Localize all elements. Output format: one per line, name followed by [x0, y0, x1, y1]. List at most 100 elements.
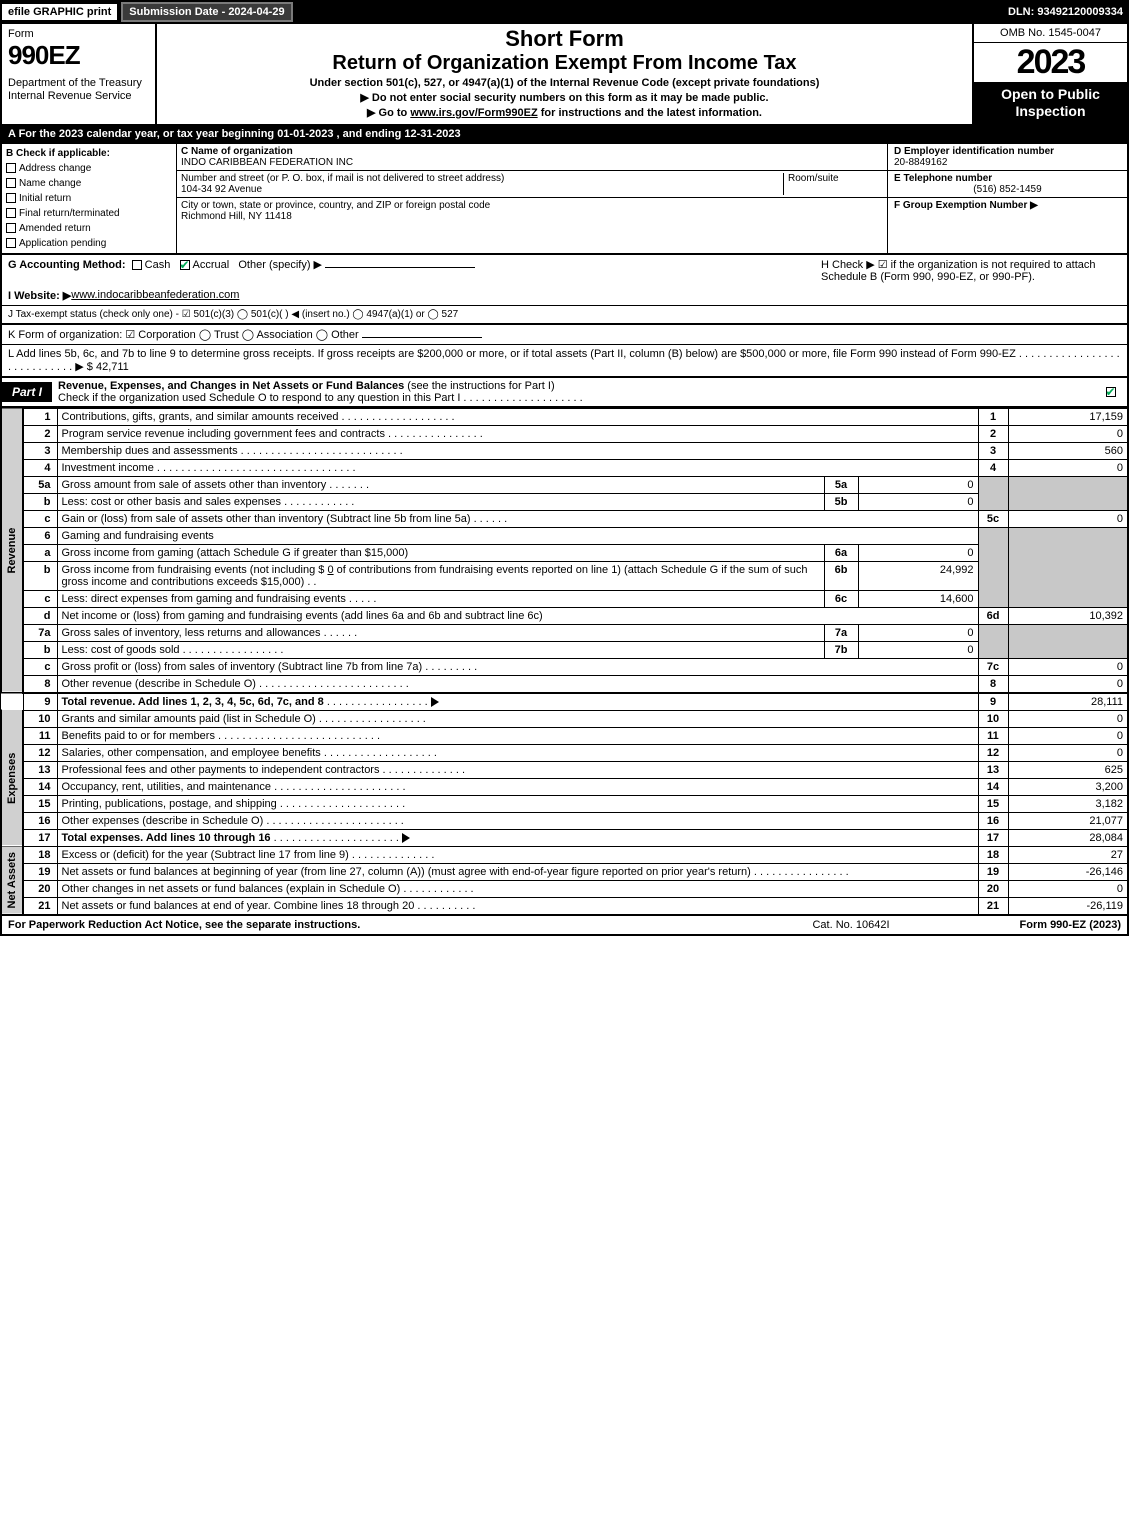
line-5b-subnum: 5b [824, 493, 858, 510]
city-label: City or town, state or province, country… [181, 200, 490, 211]
line-15-desc: Printing, publications, postage, and shi… [57, 795, 978, 812]
note-website-pre: ▶ Go to [367, 107, 410, 119]
line-num: 1 [23, 408, 57, 425]
line-15-val: 3,182 [1008, 795, 1128, 812]
form-label: Form [8, 28, 149, 40]
part1-title: Revenue, Expenses, and Changes in Net As… [52, 378, 1097, 406]
line-16-val: 21,077 [1008, 812, 1128, 829]
sidelabel-blank [1, 693, 23, 711]
row-a-tax-year: A For the 2023 calendar year, or tax yea… [0, 126, 1129, 144]
row-gh: G Accounting Method: Cash Accrual Other … [2, 255, 1127, 286]
form-number: 990EZ [8, 40, 149, 71]
line-7a-subnum: 7a [824, 624, 858, 641]
line-8-num: 8 [978, 675, 1008, 693]
line-5a-subnum: 5a [824, 476, 858, 493]
line-10-desc: Grants and similar amounts paid (list in… [57, 710, 978, 727]
part1-checkbox[interactable] [1097, 386, 1127, 398]
cb-cash[interactable] [132, 260, 142, 270]
line-18-desc: Excess or (deficit) for the year (Subtra… [57, 846, 978, 863]
header-left: Form 990EZ Department of the Treasury In… [2, 24, 157, 124]
sidelabel-revenue: Revenue [1, 408, 23, 693]
d-ein-row: D Employer identification number 20-8849… [888, 144, 1127, 171]
arrow-icon [431, 697, 439, 707]
line-2-num: 2 [978, 425, 1008, 442]
line-21-val: -26,119 [1008, 897, 1128, 915]
footer-formref: Form 990-EZ (2023) [951, 919, 1121, 931]
line-1-val: 17,159 [1008, 408, 1128, 425]
cb-final-return[interactable]: Final return/terminated [6, 206, 172, 221]
department-label: Department of the Treasury Internal Reve… [8, 77, 149, 103]
page-footer: For Paperwork Reduction Act Notice, see … [0, 916, 1129, 936]
website-link[interactable]: www.indocaribbeanfederation.com [71, 289, 239, 302]
sidelabel-netassets: Net Assets [1, 846, 23, 915]
cb-initial-return[interactable]: Initial return [6, 191, 172, 206]
line-19-desc: Net assets or fund balances at beginning… [57, 863, 978, 880]
line-9-desc: Total revenue. Add lines 1, 2, 3, 4, 5c,… [57, 693, 978, 711]
line-5a-desc: Gross amount from sale of assets other t… [57, 476, 824, 493]
cb-application-pending[interactable]: Application pending [6, 236, 172, 251]
line-6c-subnum: 6c [824, 590, 858, 607]
footer-left: For Paperwork Reduction Act Notice, see … [8, 919, 751, 931]
shade-5 [978, 476, 1008, 510]
title-short-form: Short Form [163, 26, 966, 52]
cb-name-change[interactable]: Name change [6, 176, 172, 191]
line-8-desc: Other revenue (describe in Schedule O) .… [57, 675, 978, 693]
line-9-val: 28,111 [1008, 693, 1128, 711]
line-13-num: 13 [978, 761, 1008, 778]
line-14-desc: Occupancy, rent, utilities, and maintena… [57, 778, 978, 795]
line-6c-subval: 14,600 [858, 590, 978, 607]
cb-accrual[interactable] [180, 260, 190, 270]
org-address: 104-34 92 Avenue [181, 184, 262, 195]
addr-label: Number and street (or P. O. box, if mail… [181, 173, 504, 184]
header-right: OMB No. 1545-0047 2023 Open to Public In… [972, 24, 1127, 124]
gross-receipts-val: 42,711 [96, 361, 129, 373]
line-5b-subval: 0 [858, 493, 978, 510]
c-label: C Name of organization [181, 146, 293, 157]
line-4-desc: Investment income . . . . . . . . . . . … [57, 459, 978, 476]
section-kl: K Form of organization: ☑ Corporation ◯ … [0, 325, 1129, 378]
line-6b-subnum: 6b [824, 561, 858, 590]
line-18-num: 18 [978, 846, 1008, 863]
line-7b-subnum: 7b [824, 641, 858, 658]
line-5a-subval: 0 [858, 476, 978, 493]
line-12-val: 0 [1008, 744, 1128, 761]
line-6-desc: Gaming and fundraising events [57, 527, 978, 544]
line-13-val: 625 [1008, 761, 1128, 778]
line-11-desc: Benefits paid to or for members . . . . … [57, 727, 978, 744]
line-1-desc: Contributions, gifts, grants, and simila… [57, 408, 978, 425]
line-17-desc: Total expenses. Add lines 10 through 16 … [57, 829, 978, 846]
row-l-gross-receipts: L Add lines 5b, 6c, and 7b to line 9 to … [2, 345, 1127, 376]
line-8-val: 0 [1008, 675, 1128, 693]
subtitle: Under section 501(c), 527, or 4947(a)(1)… [163, 77, 966, 89]
submission-date-button[interactable]: Submission Date - 2024-04-29 [121, 2, 292, 22]
line-7a-desc: Gross sales of inventory, less returns a… [57, 624, 824, 641]
line-20-val: 0 [1008, 880, 1128, 897]
open-to-public: Open to Public Inspection [974, 82, 1127, 124]
line-6d-desc: Net income or (loss) from gaming and fun… [57, 607, 978, 624]
efile-print-button[interactable]: efile GRAPHIC print [0, 2, 119, 22]
section-bcdef: B Check if applicable: Address change Na… [0, 144, 1129, 255]
line-7c-val: 0 [1008, 658, 1128, 675]
ein-value: 20-8849162 [894, 157, 1121, 168]
line-2-desc: Program service revenue including govern… [57, 425, 978, 442]
line-14-val: 3,200 [1008, 778, 1128, 795]
line-10-num: 10 [978, 710, 1008, 727]
cb-address-change[interactable]: Address change [6, 161, 172, 176]
shade-5v [1008, 476, 1128, 510]
shade-6v [1008, 527, 1128, 607]
org-city: Richmond Hill, NY 11418 [181, 211, 292, 222]
line-6c-desc: Less: direct expenses from gaming and fu… [57, 590, 824, 607]
section-ghij: G Accounting Method: Cash Accrual Other … [0, 255, 1129, 325]
irs-link[interactable]: www.irs.gov/Form990EZ [410, 107, 537, 119]
top-bar: efile GRAPHIC print Submission Date - 20… [0, 0, 1129, 24]
line-5c-desc: Gain or (loss) from sale of assets other… [57, 510, 978, 527]
line-6b-desc: Gross income from fundraising events (no… [57, 561, 824, 590]
cb-amended-return[interactable]: Amended return [6, 221, 172, 236]
phone-value: (516) 852-1459 [894, 184, 1121, 195]
line-12-num: 12 [978, 744, 1008, 761]
f-group-row: F Group Exemption Number ▶ [888, 198, 1127, 213]
line-15-num: 15 [978, 795, 1008, 812]
h-schedule-b: H Check ▶ ☑ if the organization is not r… [821, 258, 1121, 283]
d-label: D Employer identification number [894, 146, 1121, 157]
row-j-tax-exempt: J Tax-exempt status (check only one) - ☑… [2, 306, 1127, 323]
